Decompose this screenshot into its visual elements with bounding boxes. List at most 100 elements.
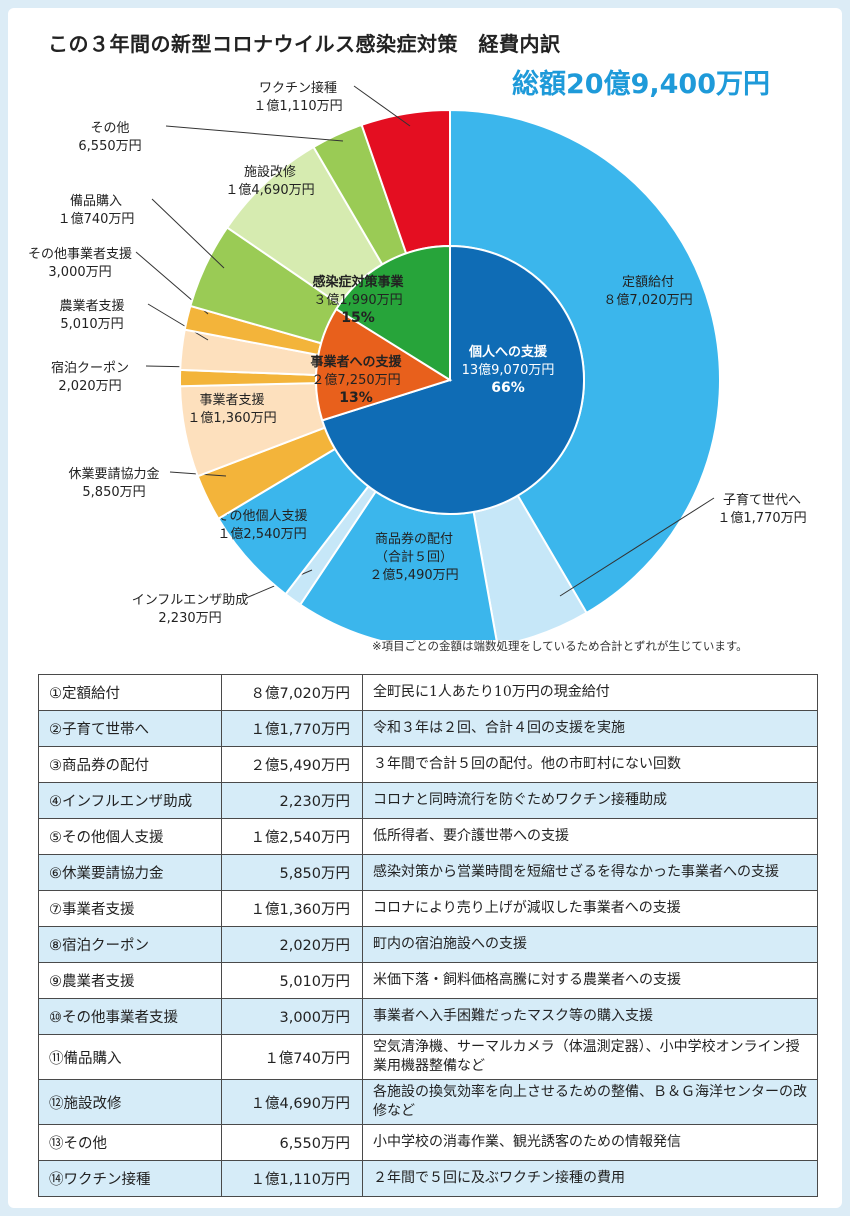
slice-name-label: インフルエンザ助成 [132, 593, 249, 608]
row-number: ⑩ [49, 1010, 62, 1026]
row-amount: 2,230万円 [221, 782, 363, 819]
slice-amount-label: １億1,110万円 [253, 98, 342, 114]
row-amount: １億1,770万円 [221, 710, 363, 747]
row-amount: １億1,110万円 [221, 1160, 363, 1197]
row-description: 低所得者、要介護世帯への支援 [362, 818, 818, 855]
row-amount: １億2,540万円 [221, 818, 363, 855]
row-description: 感染対策から営業時間を短縮せざるを得なかった事業者への支援 [362, 854, 818, 891]
slice-amount-label: １億1,360万円 [187, 410, 276, 426]
row-description: 各施設の換気効率を向上させるための整備、Ｂ＆Ｇ海洋センターの改修など [362, 1079, 818, 1125]
slice-name-label: 事業者支援 [199, 392, 264, 408]
row-item-name: その他個人支援 [62, 830, 164, 846]
row-item-name: 宿泊クーポン [62, 938, 149, 954]
table-row: ⑥休業要請協力金 5,850万円 感染対策から営業時間を短縮せざるを得なかった事業者… [38, 854, 818, 891]
slice-amount-label: １億2,540万円 [217, 526, 306, 542]
row-amount: 2,020万円 [221, 926, 363, 963]
leader-line [559, 497, 715, 597]
table-row: ①定額給付 ８億7,020万円 全町民に1人あたり10万円の現金給付 [38, 674, 818, 711]
slice-name-label: その他事業者支援 [28, 246, 132, 262]
row-description: 空気清浄機、サーマルカメラ（体温測定器）、小中学校オンライン授業用機器整備など [362, 1034, 818, 1080]
row-amount: １億4,690万円 [221, 1079, 363, 1125]
inner-slice [320, 244, 585, 515]
table-row: ⑨農業者支援 5,010万円 米価下落・飼料価格高騰に対する農業者への支援 [38, 962, 818, 999]
table-row: ⑤その他個人支援 １億2,540万円 低所得者、要介護世帯への支援 [38, 818, 818, 855]
row-number: ① [49, 686, 62, 702]
row-description: 令和３年は２回、合計４回の支援を実施 [362, 710, 818, 747]
inner-amount-label: ３億1,990万円 [313, 292, 402, 308]
row-amount: 6,550万円 [221, 1124, 363, 1161]
table-row: ③商品券の配付 ２億5,490万円 ３年間で合計５回の配付。他の市町村にない回数 [38, 746, 818, 783]
row-amount: １億1,360万円 [221, 890, 363, 927]
rounding-note: ※項目ごとの金額は端数処理をしているため合計とずれが生じています。 [372, 639, 748, 653]
slice-name-label: その他 [90, 121, 129, 136]
leader-line [151, 198, 225, 269]
row-item-name: その他事業者支援 [62, 1010, 178, 1026]
row-number: ⑪ [49, 1050, 64, 1067]
inner-slice [315, 307, 453, 422]
slice-name-label: その他個人支援 [216, 509, 307, 524]
row-description: コロナと同時流行を防ぐためワクチン接種助成 [362, 782, 818, 819]
row-number: ② [49, 722, 62, 738]
page-title: この３年間の新型コロナウイルス感染症対策 経費内訳 [48, 32, 561, 56]
inner-slice [334, 244, 451, 382]
slice-amount-label: １億1,770万円 [717, 510, 806, 526]
table-row: ⑦事業者支援 １億1,360万円 コロナにより売り上げが減収した事業者への支援 [38, 890, 818, 927]
row-item-name: ワクチン接種 [63, 1172, 151, 1188]
table-row: ⑭ワクチン接種 １億1,110万円 ２年間で５回に及ぶワクチン接種の費用 [38, 1160, 818, 1197]
row-number: ⑭ [49, 1172, 64, 1188]
row-number: ④ [49, 794, 62, 810]
row-item-name: 施設改修 [63, 1095, 122, 1112]
row-description: コロナにより売り上げが減収した事業者への支援 [362, 890, 818, 927]
row-number: ⑧ [49, 938, 62, 954]
row-description: ３年間で合計５回の配付。他の市町村にない回数 [362, 746, 818, 783]
total-amount: 総額20億9,400万円 [512, 69, 770, 100]
row-item-name: 備品購入 [63, 1050, 122, 1067]
inner-percent-label: 13% [339, 390, 373, 406]
slice-name-label: 宿泊クーポン [51, 360, 129, 376]
table-row: ⑧宿泊クーポン 2,020万円 町内の宿泊施設への支援 [38, 926, 818, 963]
table-row: ⑫施設改修 １億4,690万円 各施設の換気効率を向上させるための整備、Ｂ＆Ｇ海洋セ… [38, 1079, 818, 1125]
row-item-name: 事業者支援 [62, 902, 135, 918]
slice-amount-label: 6,550万円 [78, 139, 141, 154]
table-row: ⑩その他事業者支援 3,000万円 事業者へ入手困難だったマスク等の購入支援 [38, 998, 818, 1035]
row-description: 事業者へ入手困難だったマスク等の購入支援 [362, 998, 818, 1035]
row-item-name: 休業要請協力金 [62, 866, 164, 882]
row-amount: 3,000万円 [221, 998, 363, 1035]
slice-name-label: 子育て世代へ [723, 492, 801, 508]
slice-amount-label: ２億5,490万円 [369, 567, 458, 583]
row-number: ⑤ [49, 830, 62, 846]
row-number: ⑥ [49, 866, 62, 882]
row-amount: 5,850万円 [221, 854, 363, 891]
row-number: ⑫ [49, 1095, 64, 1112]
row-number: ⑦ [49, 902, 62, 918]
row-description: 全町民に1人あたり10万円の現金給付 [362, 674, 818, 711]
slice-amount-label: 3,000万円 [48, 265, 111, 280]
slice-name-label: 定額給付 [622, 275, 674, 290]
table-row: ②子育て世帯へ １億1,770万円 令和３年は２回、合計４回の支援を実施 [38, 710, 818, 747]
inner-amount-label: ２億7,250万円 [311, 372, 400, 388]
slice-name-label: ワクチン接種 [259, 80, 337, 96]
row-description: 小中学校の消毒作業、観光誘客のための情報発信 [362, 1124, 818, 1161]
leader-line [353, 85, 411, 127]
slice-name-label: （合計５回） [375, 549, 453, 565]
leader-line [147, 303, 209, 341]
row-item-name: 農業者支援 [62, 974, 135, 990]
row-number: ⑨ [49, 974, 62, 990]
inner-percent-label: 15% [341, 310, 375, 326]
row-item-name: 定額給付 [62, 686, 120, 702]
row-item-name: 子育て世帯へ [62, 722, 149, 738]
table-row: ⑪備品購入 １億740万円 空気清浄機、サーマルカメラ（体温測定器）、小中学校オンラ… [38, 1034, 818, 1080]
slice-amount-label: 5,010万円 [60, 317, 123, 332]
slice-amount-label: 2,020万円 [58, 379, 121, 394]
row-description: ２年間で５回に及ぶワクチン接種の費用 [362, 1160, 818, 1197]
row-number: ⑬ [49, 1136, 64, 1152]
row-amount: 5,010万円 [221, 962, 363, 999]
row-item-name: 商品券の配付 [62, 758, 149, 774]
slice-name-label: 施設改修 [244, 164, 296, 180]
inner-name-label: 感染症対策事業 [312, 274, 404, 290]
slice-amount-label: 5,850万円 [82, 485, 145, 500]
table-row: ④インフルエンザ助成 2,230万円 コロナと同時流行を防ぐためワクチン接種助成 [38, 782, 818, 819]
slice-name-label: 備品購入 [70, 193, 122, 209]
row-description: 町内の宿泊施設への支援 [362, 926, 818, 963]
breakdown-table: ①定額給付 ８億7,020万円 全町民に1人あたり10万円の現金給付 ②子育て世帯へ… [38, 674, 818, 1197]
